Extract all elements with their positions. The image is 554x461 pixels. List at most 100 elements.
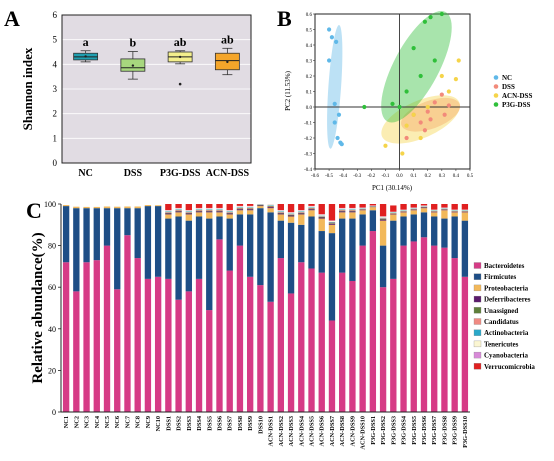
pcoa-x-ticks: -0.6 -0.5 -0.4 -0.3 -0.2 -0.1 0.0 0.1 0.2 0.3 0.4 0…: [311, 169, 474, 179]
stacked-x-tick-label: NC2: [73, 416, 80, 428]
stacked-bar-segment: [93, 208, 100, 261]
pcoa-point: [332, 101, 337, 106]
stacked-bar-segment: [287, 216, 295, 223]
stacked-legend-swatch: [473, 273, 482, 280]
stacked-bar-segment: [236, 207, 244, 209]
stacked-bar-segment: [379, 219, 387, 221]
pcoa-point: [418, 120, 423, 125]
stacked-bar-segment: [216, 239, 223, 412]
pcoa-y-axis-label: PC2 (11.53%): [284, 70, 292, 110]
stacked-bar-segment: [195, 210, 203, 212]
stacked-x-tick-label: P3G-DSS1: [370, 416, 377, 445]
stacked-bar-segment: [83, 262, 90, 412]
stacked-bar-segment: [165, 218, 172, 279]
stacked-legend-swatch: [473, 307, 482, 314]
stacked-bar-segment: [318, 218, 325, 232]
stacked-bar-segment: [236, 206, 244, 208]
stacked-bar-segment: [165, 212, 172, 213]
pcoa-point: [404, 89, 409, 94]
pcoa-x-tick-label: -0.1: [381, 174, 389, 179]
stacked-bar-segment: [410, 209, 417, 211]
pcoa-x-tick-label: 0.2: [425, 174, 432, 179]
stacked-x-ticks: NC1 NC2 NC3 NC4 NC5 NC6 NC7 NC8 NC9 NC10 DSS1 DSS2 D…: [63, 415, 469, 449]
stacked-bar-segment: [308, 207, 315, 209]
stacked-bar-segment: [420, 207, 428, 209]
stacked-bar-segment: [298, 262, 305, 412]
stacked-bar-segment: [236, 210, 244, 215]
pcoa-point: [339, 142, 344, 147]
stacked-bar-segment: [431, 209, 438, 211]
stacked-legend: Bacteroidetes Firmicutes Proteobacteria Def…: [473, 262, 535, 371]
pcoa-x-tick-label: -0.6: [311, 174, 319, 179]
stacked-bar-segment: [236, 214, 244, 246]
stacked-bar-segment: [226, 218, 233, 271]
stacked-bar-segment: [73, 208, 80, 292]
stacked-bar-segment: [114, 289, 121, 412]
stacked-bar-segment: [390, 220, 397, 279]
stacked-bar-segment: [246, 214, 254, 277]
boxplot-mean-marker: [226, 60, 229, 64]
stacked-y-ticks: 0 20 40 60 80 100: [44, 200, 61, 417]
stacked-bar-segment: [216, 209, 223, 211]
stacked-x-tick-label: DSS2: [176, 416, 183, 431]
stacked-bar-segment: [257, 205, 264, 207]
stacked-bar-segment: [73, 291, 80, 412]
stacked-bar-segment: [461, 220, 469, 277]
stacked-bar-segment: [308, 208, 315, 210]
stacked-bar-segment: [441, 209, 448, 211]
stacked-x-tick-label: NC10: [155, 416, 162, 431]
stacked-bar-segment: [216, 211, 223, 213]
pcoa-x-tick-label: 0.0: [396, 174, 403, 179]
stacked-bar-segment: [298, 204, 305, 211]
stacked-x-tick-label: ACN-DSS5: [309, 416, 316, 446]
stacked-x-tick-label: P3G-DSS7: [431, 416, 438, 445]
stacked-bar-segment: [103, 245, 111, 412]
boxplot-y-tick-label: 4: [53, 59, 58, 69]
pcoa-point: [453, 77, 459, 82]
stacked-bar-segment: [124, 208, 131, 236]
stacked-bar-segment: [369, 207, 377, 211]
panel-label-b: B: [277, 6, 292, 31]
stacked-bar-segment: [287, 293, 295, 412]
boxplot-y-tick-label: 2: [53, 109, 58, 119]
stacked-bar-segment: [267, 205, 274, 207]
stacked-bar-segment: [226, 211, 233, 213]
stacked-y-tick-label: 80: [48, 242, 56, 251]
pcoa-point: [428, 117, 433, 122]
stacked-legend-swatch: [473, 363, 482, 370]
stacked-bar-segment: [339, 210, 346, 212]
confidence-ellipse: [381, 10, 452, 123]
stacked-bar-segment: [195, 209, 203, 211]
stacked-bar-segment: [287, 204, 295, 213]
stacked-legend-label: Tenericutes: [484, 340, 519, 348]
stacked-bar-segment: [216, 204, 223, 208]
stacked-legend-swatch: [473, 318, 482, 325]
stacked-bar-segment: [379, 217, 387, 219]
stacked-bar-segment: [165, 211, 172, 213]
stacked-bar-segment: [62, 205, 70, 207]
stacked-bar-segment: [298, 210, 305, 212]
stacked-bar-segment: [339, 212, 346, 219]
boxplot-mean-marker: [178, 55, 182, 59]
stacked-bar-segment: [318, 216, 325, 217]
stacked-x-tick-label: NC9: [145, 416, 152, 428]
stacked-legend-swatch: [473, 351, 482, 359]
stacked-bar-segment: [328, 223, 336, 224]
panel-label-c: C: [26, 198, 42, 223]
stacked-legend-label: Proteobacteria: [484, 284, 529, 292]
stacked-bar-segment: [308, 209, 315, 211]
pcoa-point: [411, 46, 416, 51]
stacked-bar-segment: [339, 208, 346, 210]
stacked-bar-segment: [431, 204, 438, 210]
stacked-legend-swatch: [473, 284, 482, 292]
stacked-bar-segment: [246, 207, 254, 209]
stacked-bar-segment: [318, 204, 325, 215]
stacked-bar-segment: [308, 210, 315, 217]
stacked-bar-segment: [267, 207, 274, 209]
stacked-bar-segment: [349, 280, 356, 412]
stacked-bar-segment: [349, 208, 356, 210]
stacked-legend-label: Deferribacteres: [484, 296, 531, 304]
pcoa-point: [418, 73, 423, 79]
pcoa-zero-lines: [315, 14, 470, 169]
